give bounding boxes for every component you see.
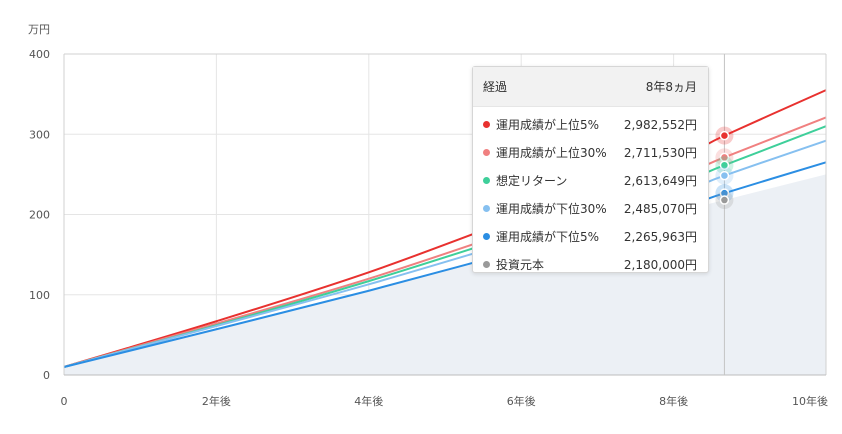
tooltip-row-value: 2,485,070円 xyxy=(623,201,697,216)
tooltip-row-name: 運用成績が下位30% xyxy=(496,201,607,216)
hover-markers xyxy=(715,126,734,210)
tooltip-row-value: 2,180,000円 xyxy=(623,257,697,272)
tooltip-row-bottom5: 運用成績が下位5% 2,265,963円 xyxy=(473,222,708,250)
legend-dot-icon xyxy=(483,176,490,184)
y-tick-label: 300 xyxy=(29,128,50,141)
tooltip-rows: 運用成績が上位5% 2,982,552円 運用成績が上位30% 2,711,53… xyxy=(473,107,708,278)
tooltip-row-value: 2,265,963円 xyxy=(623,229,697,244)
y-tick-label: 0 xyxy=(43,369,50,382)
x-tick-label: 8年後 xyxy=(659,394,688,408)
tooltip-row-name: 投資元本 xyxy=(496,257,545,272)
legend-dot-icon xyxy=(483,260,490,268)
principal-area xyxy=(64,174,826,375)
tooltip-row-name: 想定リターン xyxy=(496,173,568,188)
tooltip-header-label: 経過 xyxy=(483,80,508,94)
y-tick-label: 400 xyxy=(29,48,50,61)
axes: 0 100 200 300 400 0 2年後 4年後 6年後 8年後 10年後 xyxy=(29,48,828,408)
marker-point-bottom30 xyxy=(719,170,730,181)
tooltip-row-principal: 投資元本 2,180,000円 xyxy=(473,250,708,278)
y-tick-label: 200 xyxy=(29,209,50,222)
tooltip-row-top5: 運用成績が上位5% 2,982,552円 xyxy=(473,110,708,138)
tooltip-header: 経過 8年8ヵ月 xyxy=(473,67,708,107)
marker-point-top5 xyxy=(719,130,730,141)
legend-dot-icon xyxy=(483,204,490,212)
tooltip-row-top30: 運用成績が上位30% 2,711,530円 xyxy=(473,138,708,166)
tooltip-row-value: 2,982,552円 xyxy=(623,117,697,132)
x-tick-label: 4年後 xyxy=(354,394,383,408)
legend-dot-icon xyxy=(483,232,490,240)
chart-tooltip: 経過 8年8ヵ月 運用成績が上位5% 2,982,552円 運用成績が上位30%… xyxy=(472,66,709,273)
x-tick-label: 0 xyxy=(61,395,68,408)
x-tick-label: 2年後 xyxy=(202,394,231,408)
x-tick-label: 6年後 xyxy=(507,394,536,408)
principal-area-fill xyxy=(64,174,826,375)
y-axis-unit-label: 万円 xyxy=(28,23,50,36)
legend-dot-icon xyxy=(483,148,490,156)
tooltip-row-bottom30: 運用成績が下位30% 2,485,070円 xyxy=(473,194,708,222)
tooltip-row-value: 2,613,649円 xyxy=(623,173,697,188)
tooltip-header-value: 8年8ヵ月 xyxy=(645,80,697,94)
tooltip-row-name: 運用成績が下位5% xyxy=(496,229,600,244)
marker-point-principal xyxy=(719,195,730,205)
tooltip-row-name: 運用成績が上位5% xyxy=(496,117,600,132)
tooltip-row-expected: 想定リターン 2,613,649円 xyxy=(473,166,708,194)
x-tick-label: 10年後 xyxy=(792,394,828,408)
tooltip-row-name: 運用成績が上位30% xyxy=(496,145,607,160)
y-tick-label: 100 xyxy=(29,289,50,302)
marker-point-expected xyxy=(719,160,730,170)
legend-dot-icon xyxy=(483,120,490,128)
tooltip-row-value: 2,711,530円 xyxy=(623,145,697,160)
